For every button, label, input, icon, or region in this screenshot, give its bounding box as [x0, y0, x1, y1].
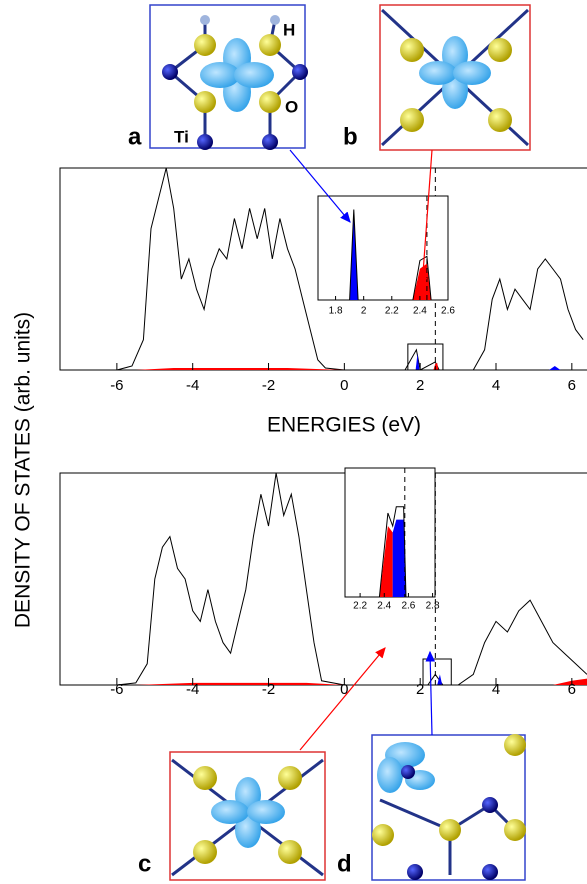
dos-area: [392, 519, 406, 597]
dos-area: [552, 678, 587, 685]
x-tick-label: 6: [568, 377, 576, 394]
atom-label: H: [283, 20, 295, 39]
dos-area: [415, 353, 420, 370]
structure-c: [169, 751, 326, 881]
x-tick-label: 2: [361, 306, 367, 317]
dos-line: [60, 167, 584, 370]
x-tick-label: 2.2: [353, 601, 367, 612]
structure-d: [371, 734, 526, 881]
zoom-box: [407, 343, 444, 371]
x-tick-label: 2.4: [377, 601, 391, 612]
x-tick-label: 4: [492, 377, 500, 394]
arrow: [299, 647, 386, 751]
dos-line: [60, 472, 587, 685]
x-tick-label: -4: [186, 681, 199, 698]
structure-label: a: [128, 123, 142, 150]
arrow: [417, 149, 433, 289]
arrow: [425, 650, 436, 736]
x-tick-label: 0: [340, 681, 348, 698]
dos-area: [379, 526, 393, 597]
chart: 1.8 2 2.2 2.4 2.6: [317, 195, 455, 317]
plot-frame: [59, 472, 587, 686]
plot-area: [345, 506, 435, 597]
x-tick-label: -6: [110, 681, 123, 698]
x-tick-label: 2.4: [413, 306, 427, 317]
x-tick-label: 2.8: [426, 601, 440, 612]
structure-label: b: [343, 123, 358, 150]
x-tick-label: 2.6: [401, 601, 415, 612]
dos-line: [345, 506, 435, 597]
chart: 2.2 2.4 2.6 2.8: [344, 467, 440, 612]
structure-label: c: [138, 850, 151, 877]
x-tick-label: 2: [416, 377, 424, 394]
plot-area: [60, 167, 584, 370]
x-tick-label: 4: [492, 681, 500, 698]
structure-b: [379, 4, 531, 151]
structure-label: d: [337, 850, 352, 877]
zoom-box: [422, 658, 452, 686]
x-axis-label: ENERGIES (eV): [267, 414, 421, 437]
arrow: [289, 149, 351, 223]
dos-area: [349, 211, 359, 300]
x-tick-label: 1.8: [329, 306, 343, 317]
dos-area: [549, 366, 561, 370]
x-tick-label: -2: [262, 681, 275, 698]
atom-label: O: [285, 97, 298, 116]
x-tick-label: -6: [110, 377, 123, 394]
dos-area: [135, 368, 345, 370]
x-tick-label: 2.2: [385, 306, 399, 317]
x-tick-label: 6: [568, 681, 576, 698]
dos-area: [433, 362, 439, 370]
x-tick-label: 2.6: [441, 306, 455, 317]
x-tick-label: 2: [416, 681, 424, 698]
y-axis-label: DENSITY OF STATES (arb. units): [12, 312, 35, 628]
dos-area: [135, 682, 345, 685]
x-tick-label: 0: [340, 377, 348, 394]
x-tick-label: -2: [262, 377, 275, 394]
dos-area: [437, 674, 443, 685]
atom-label: Ti: [174, 127, 189, 146]
dos-line: [318, 209, 448, 300]
plot-area: [60, 472, 587, 685]
chart: -6 -4 -2 0 2 4 6: [59, 472, 587, 698]
structure-a: [149, 4, 308, 150]
x-tick-label: -4: [186, 377, 199, 394]
